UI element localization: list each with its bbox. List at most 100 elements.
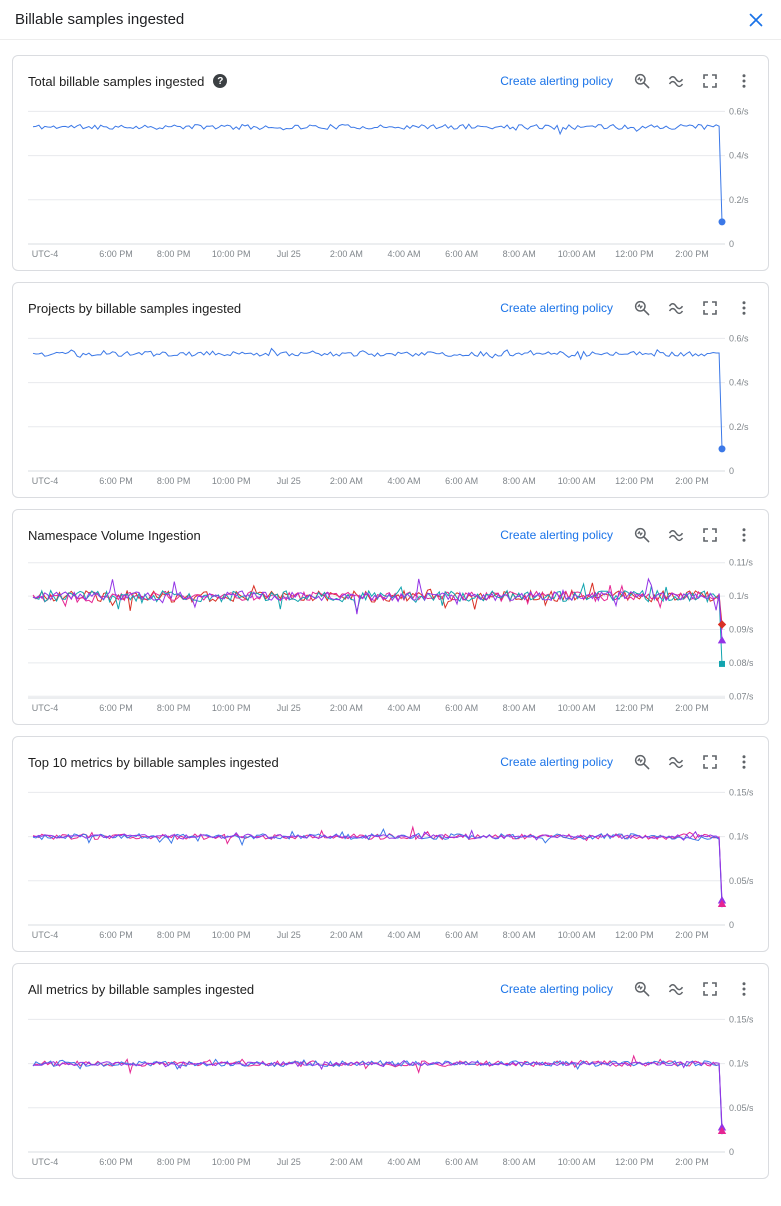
svg-text:2:00 AM: 2:00 AM bbox=[330, 249, 363, 259]
svg-text:0.1/s: 0.1/s bbox=[729, 1059, 749, 1069]
svg-text:0.2/s: 0.2/s bbox=[729, 195, 749, 205]
svg-text:8:00 AM: 8:00 AM bbox=[503, 249, 536, 259]
card-header: Namespace Volume Ingestion Create alerti… bbox=[28, 521, 753, 549]
card-title: Projects by billable samples ingested bbox=[28, 300, 242, 316]
svg-text:8:00 AM: 8:00 AM bbox=[503, 703, 536, 713]
svg-text:Jul 25: Jul 25 bbox=[277, 476, 301, 486]
chart-options-icon[interactable] bbox=[667, 526, 685, 544]
svg-text:12:00 PM: 12:00 PM bbox=[615, 476, 654, 486]
svg-text:0: 0 bbox=[729, 239, 734, 249]
svg-text:6:00 AM: 6:00 AM bbox=[445, 703, 478, 713]
svg-text:6:00 AM: 6:00 AM bbox=[445, 1157, 478, 1167]
metrics-explorer-icon[interactable] bbox=[633, 299, 651, 317]
svg-text:4:00 AM: 4:00 AM bbox=[387, 930, 420, 940]
card-all-metrics: All metrics by billable samples ingested… bbox=[12, 963, 769, 1179]
chart-namespace-volume-ingestion[interactable]: 0.11/s 0.1/s 0.09/s 0.08/s 0.07/s UTC-4 6:00 P… bbox=[28, 553, 753, 718]
svg-text:10:00 PM: 10:00 PM bbox=[212, 703, 251, 713]
svg-text:10:00 AM: 10:00 AM bbox=[558, 930, 596, 940]
svg-text:0.15/s: 0.15/s bbox=[729, 1014, 753, 1024]
svg-text:0.4/s: 0.4/s bbox=[729, 151, 749, 161]
svg-text:12:00 PM: 12:00 PM bbox=[615, 930, 654, 940]
svg-text:0.1/s: 0.1/s bbox=[729, 591, 749, 601]
create-alerting-policy-link[interactable]: Create alerting policy bbox=[500, 301, 613, 315]
fullscreen-icon[interactable] bbox=[701, 980, 719, 998]
svg-text:Jul 25: Jul 25 bbox=[277, 249, 301, 259]
more-options-icon[interactable] bbox=[735, 753, 753, 771]
chart-options-icon[interactable] bbox=[667, 72, 685, 90]
metrics-explorer-icon[interactable] bbox=[633, 980, 651, 998]
svg-text:0.4/s: 0.4/s bbox=[729, 378, 749, 388]
svg-text:4:00 AM: 4:00 AM bbox=[387, 1157, 420, 1167]
svg-text:6:00 AM: 6:00 AM bbox=[445, 476, 478, 486]
chart-top-10-metrics[interactable]: 0.15/s 0.1/s 0.05/s 0 UTC-4 6:00 PM 8:00 PM 10:… bbox=[28, 780, 753, 945]
metrics-explorer-icon[interactable] bbox=[633, 72, 651, 90]
svg-text:2:00 PM: 2:00 PM bbox=[675, 476, 709, 486]
dialog-header: Billable samples ingested bbox=[0, 0, 781, 40]
svg-text:10:00 AM: 10:00 AM bbox=[558, 476, 596, 486]
metrics-explorer-icon[interactable] bbox=[633, 526, 651, 544]
svg-text:0.15/s: 0.15/s bbox=[729, 787, 753, 797]
chart-total-billable-samples[interactable]: 0.6/s 0.4/s 0.2/s 0 UTC-4 6:00 PM 8:00 PM 10:00… bbox=[28, 99, 753, 264]
svg-text:2:00 AM: 2:00 AM bbox=[330, 930, 363, 940]
help-icon[interactable]: ? bbox=[213, 74, 228, 88]
svg-text:6:00 PM: 6:00 PM bbox=[99, 703, 133, 713]
more-options-icon[interactable] bbox=[735, 980, 753, 998]
page-title: Billable samples ingested bbox=[15, 11, 185, 28]
fullscreen-icon[interactable] bbox=[701, 299, 719, 317]
fullscreen-icon[interactable] bbox=[701, 753, 719, 771]
svg-text:8:00 PM: 8:00 PM bbox=[157, 476, 191, 486]
chart-options-icon[interactable] bbox=[667, 299, 685, 317]
svg-text:8:00 PM: 8:00 PM bbox=[157, 703, 191, 713]
svg-text:12:00 PM: 12:00 PM bbox=[615, 1157, 654, 1167]
more-options-icon[interactable] bbox=[735, 72, 753, 90]
svg-text:0: 0 bbox=[729, 1147, 734, 1157]
svg-text:0.09/s: 0.09/s bbox=[729, 625, 753, 635]
svg-text:0.2/s: 0.2/s bbox=[729, 422, 749, 432]
svg-text:Jul 25: Jul 25 bbox=[277, 703, 301, 713]
svg-text:4:00 AM: 4:00 AM bbox=[387, 476, 420, 486]
more-options-icon[interactable] bbox=[735, 526, 753, 544]
chart-all-metrics[interactable]: 0.15/s 0.1/s 0.05/s 0 UTC-4 6:00 PM 8:00 PM 10:… bbox=[28, 1007, 753, 1172]
svg-text:10:00 PM: 10:00 PM bbox=[212, 476, 251, 486]
chart-options-icon[interactable] bbox=[667, 753, 685, 771]
svg-text:6:00 PM: 6:00 PM bbox=[99, 930, 133, 940]
card-top-10-metrics: Top 10 metrics by billable samples inges… bbox=[12, 736, 769, 952]
svg-text:6:00 AM: 6:00 AM bbox=[445, 249, 478, 259]
card-title: Total billable samples ingested bbox=[28, 73, 205, 89]
svg-text:UTC-4: UTC-4 bbox=[32, 930, 59, 940]
more-options-icon[interactable] bbox=[735, 299, 753, 317]
svg-text:2:00 AM: 2:00 AM bbox=[330, 1157, 363, 1167]
svg-text:8:00 PM: 8:00 PM bbox=[157, 930, 191, 940]
svg-text:0.1/s: 0.1/s bbox=[729, 832, 749, 842]
svg-text:0.05/s: 0.05/s bbox=[729, 876, 753, 886]
create-alerting-policy-link[interactable]: Create alerting policy bbox=[500, 74, 613, 88]
svg-text:4:00 AM: 4:00 AM bbox=[387, 249, 420, 259]
svg-text:10:00 AM: 10:00 AM bbox=[558, 249, 596, 259]
svg-text:8:00 PM: 8:00 PM bbox=[157, 1157, 191, 1167]
card-header: Total billable samples ingested ? Create… bbox=[28, 67, 753, 95]
create-alerting-policy-link[interactable]: Create alerting policy bbox=[500, 982, 613, 996]
card-header: Top 10 metrics by billable samples inges… bbox=[28, 748, 753, 776]
card-namespace-volume-ingestion: Namespace Volume Ingestion Create alerti… bbox=[12, 509, 769, 725]
chart-projects-by-billable-samples[interactable]: 0.6/s 0.4/s 0.2/s 0 UTC-4 6:00 PM 8:00 PM 10:00… bbox=[28, 326, 753, 491]
svg-text:0: 0 bbox=[729, 920, 734, 930]
svg-text:2:00 PM: 2:00 PM bbox=[675, 1157, 709, 1167]
fullscreen-icon[interactable] bbox=[701, 72, 719, 90]
svg-text:10:00 AM: 10:00 AM bbox=[558, 703, 596, 713]
svg-text:12:00 PM: 12:00 PM bbox=[615, 703, 654, 713]
svg-text:6:00 PM: 6:00 PM bbox=[99, 249, 133, 259]
card-projects-by-billable-samples: Projects by billable samples ingested Cr… bbox=[12, 282, 769, 498]
chart-options-icon[interactable] bbox=[667, 980, 685, 998]
svg-text:2:00 AM: 2:00 AM bbox=[330, 476, 363, 486]
card-total-billable-samples: Total billable samples ingested ? Create… bbox=[12, 55, 769, 271]
close-icon[interactable] bbox=[746, 10, 766, 30]
metrics-explorer-icon[interactable] bbox=[633, 753, 651, 771]
svg-text:0.11/s: 0.11/s bbox=[729, 558, 753, 568]
create-alerting-policy-link[interactable]: Create alerting policy bbox=[500, 755, 613, 769]
svg-text:0.07/s: 0.07/s bbox=[729, 691, 753, 701]
svg-text:6:00 PM: 6:00 PM bbox=[99, 476, 133, 486]
svg-text:UTC-4: UTC-4 bbox=[32, 703, 59, 713]
svg-text:12:00 PM: 12:00 PM bbox=[615, 249, 654, 259]
fullscreen-icon[interactable] bbox=[701, 526, 719, 544]
create-alerting-policy-link[interactable]: Create alerting policy bbox=[500, 528, 613, 542]
